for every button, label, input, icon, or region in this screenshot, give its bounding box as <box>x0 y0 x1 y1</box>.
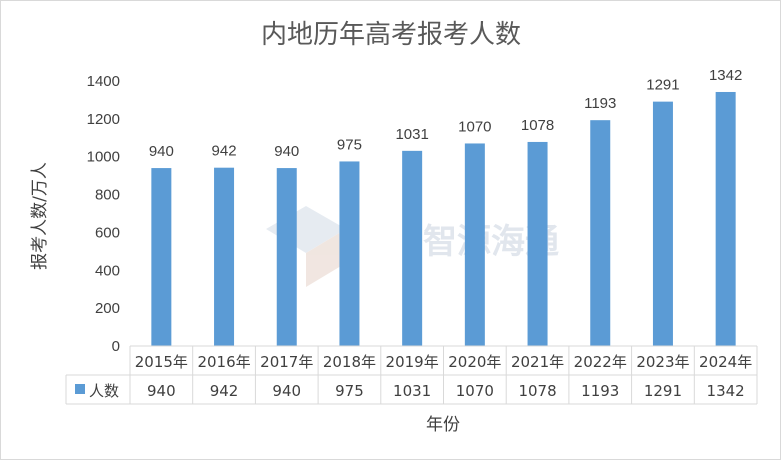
legend-series-name: 人数 <box>89 382 119 400</box>
x-tick-label: 2024年 <box>699 353 752 371</box>
x-tick-label: 2022年 <box>574 353 627 371</box>
data-table: 2015年 940 2016年 942 2017年 940 2018年 975 2019年 103… <box>65 345 758 405</box>
chart-title: 内地历年高考报考人数 <box>261 20 521 50</box>
x-tick-label: 2015年 <box>135 353 188 371</box>
bar-data-label: 940 <box>149 143 174 160</box>
bar-data-label: 1031 <box>395 126 428 143</box>
bar <box>339 161 360 346</box>
bar-data-label: 942 <box>212 143 237 160</box>
bar-series <box>151 91 736 346</box>
x-axis-label: 年份 <box>426 415 460 435</box>
x-tick-label: 2017年 <box>260 353 313 371</box>
bar-data-label: 940 <box>274 143 299 160</box>
bar <box>590 120 611 346</box>
y-tick-label: 0 <box>112 338 120 355</box>
bar-data-label: 1342 <box>709 67 742 84</box>
y-tick-label: 600 <box>95 224 120 241</box>
x-tick-label: 2019年 <box>386 353 439 371</box>
bar <box>151 168 172 346</box>
table-value-cell: 1193 <box>581 382 619 400</box>
bar <box>652 101 673 346</box>
table-value-cell: 942 <box>210 382 239 400</box>
x-tick-label: 2016年 <box>197 353 250 371</box>
table-value-cell: 940 <box>147 382 176 400</box>
y-tick-label: 800 <box>95 187 120 204</box>
y-tick-label: 1400 <box>87 73 120 90</box>
bar-data-label: 1078 <box>521 117 554 134</box>
data-labels: 940 942 940 975 1031 1070 1078 1193 1291 1342 <box>149 67 743 160</box>
table-value-cell: 940 <box>272 382 301 400</box>
bar <box>214 167 235 346</box>
legend-swatch <box>75 384 85 394</box>
bar <box>464 143 485 346</box>
table-value-cell: 1070 <box>456 382 494 400</box>
table-value-cell: 1031 <box>393 382 431 400</box>
y-tick-label: 1000 <box>87 149 120 166</box>
bar <box>402 150 423 346</box>
table-value-cell: 1291 <box>644 382 682 400</box>
table-value-cell: 1342 <box>707 382 745 400</box>
bar <box>715 91 736 346</box>
y-axis-label: 报考人数/万人 <box>30 162 50 270</box>
bar-data-label: 1070 <box>458 118 491 135</box>
bar <box>527 141 548 346</box>
bar-data-label: 1291 <box>646 77 679 94</box>
x-tick-label: 2020年 <box>448 353 501 371</box>
bar <box>276 168 297 346</box>
table-value-cell: 975 <box>335 382 364 400</box>
x-tick-label: 2021年 <box>511 353 564 371</box>
x-tick-label: 2023年 <box>636 353 689 371</box>
x-tick-label: 2018年 <box>323 353 376 371</box>
y-tick-label: 200 <box>95 300 120 317</box>
y-tick-label: 400 <box>95 262 120 279</box>
bar-data-label: 1193 <box>584 95 616 112</box>
bar-data-label: 975 <box>337 136 362 153</box>
table-value-cell: 1078 <box>518 382 556 400</box>
y-tick-label: 1200 <box>87 111 120 128</box>
y-axis: 0 200 400 600 800 1000 1200 1400 <box>87 73 120 355</box>
